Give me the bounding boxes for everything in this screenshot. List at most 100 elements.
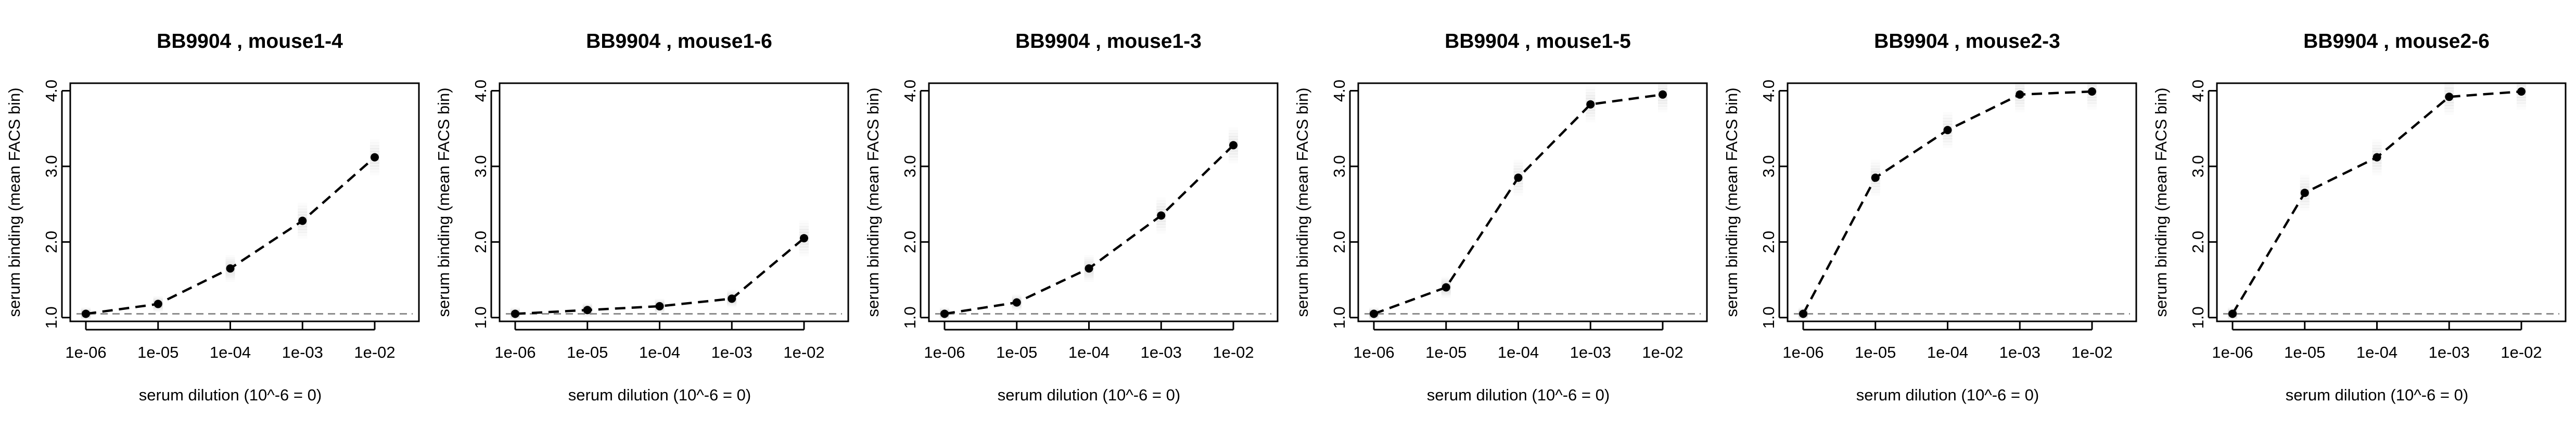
y-tick-label: 2.0 [901, 231, 919, 253]
uncertainty-clouds [1799, 82, 2097, 320]
y-tick-label: 3.0 [1759, 155, 1778, 177]
x-tick-label: 1e-05 [2284, 343, 2325, 361]
uncertainty-band [1513, 188, 1523, 193]
data-point [2016, 90, 2024, 99]
uncertainty-band [2015, 105, 2025, 110]
data-point [940, 309, 949, 318]
uncertainty-band [1156, 206, 1166, 211]
uncertainty-band [370, 159, 379, 164]
y-tick-label: 1.0 [1330, 306, 1348, 329]
uncertainty-band [799, 243, 809, 248]
uncertainty-band [1012, 305, 1022, 310]
plot-box [69, 82, 420, 322]
uncertainty-band [370, 145, 379, 149]
data-point [1871, 173, 1880, 182]
uncertainty-band [1943, 109, 1953, 113]
x-tick-label: 1e-03 [1141, 343, 1182, 361]
data-point [2517, 87, 2526, 96]
uncertainty-band [799, 229, 809, 233]
x-tick-label: 1e-05 [1855, 343, 1896, 361]
chart-panel-4: BB9904 , mouse1-5 1.0 2.0 3.0 4.0 1e-06 1e-05 1… [1293, 30, 1708, 404]
uncertainty-band [2300, 186, 2310, 191]
data-point [800, 234, 808, 243]
x-tick-label: 1e-05 [1425, 343, 1466, 361]
uncertainty-band [225, 257, 235, 262]
data-point [1229, 141, 1238, 150]
uncertainty-band [370, 162, 379, 167]
uncertainty-band [370, 142, 379, 147]
uncertainty-band [2015, 97, 2025, 101]
chart-panel-3: BB9904 , mouse1-3 1.0 2.0 3.0 4.0 1e-06 1e-05 1… [864, 30, 1279, 404]
uncertainty-band [1586, 112, 1596, 117]
data-point [655, 302, 664, 310]
x-tick-label: 1e-05 [567, 343, 608, 361]
series-line [2231, 90, 2522, 315]
uncertainty-clouds [2228, 82, 2526, 320]
x-tick-label: 1e-03 [711, 343, 753, 361]
x-tick-label: 1e-04 [1927, 343, 1968, 361]
uncertainty-band [2087, 99, 2097, 104]
chart-title: BB9904 , mouse2-6 [2303, 30, 2490, 53]
uncertainty-band [1442, 275, 1451, 279]
data-point [1659, 90, 1667, 99]
uncertainty-band [1229, 124, 1238, 128]
uncertainty-band [2517, 94, 2526, 98]
uncertainty-band [370, 136, 379, 140]
uncertainty-band [1586, 98, 1596, 102]
uncertainty-band [2300, 201, 2310, 205]
uncertainty-band [1229, 138, 1238, 143]
uncertainty-band [2517, 82, 2526, 87]
uncertainty-band [1943, 135, 1953, 140]
uncertainty-band [2372, 151, 2382, 155]
uncertainty-band [2517, 96, 2526, 101]
data-point [1157, 211, 1166, 220]
uncertainty-band [2300, 177, 2310, 182]
uncertainty-band [298, 211, 308, 216]
uncertainty-band [2372, 142, 2382, 147]
x-tick-label: 1e-06 [1353, 343, 1394, 361]
uncertainty-band [799, 226, 809, 230]
chart-panel-1: BB9904 , mouse1-4 1.0 2.0 3.0 4.0 1e-06 1e-05 1… [5, 30, 420, 404]
y-tick-label: 2.0 [471, 231, 490, 253]
x-tick-label: 1e-04 [2356, 343, 2398, 361]
data-point [511, 309, 519, 318]
uncertainty-band [1229, 153, 1238, 158]
uncertainty-band [1658, 82, 1667, 87]
uncertainty-band [225, 276, 235, 280]
uncertainty-band [655, 300, 665, 304]
uncertainty-band [1870, 168, 1880, 173]
chart-panel-5: BB9904 , mouse2-3 1.0 2.0 3.0 4.0 1e-06 1e-05 1… [1723, 30, 2137, 404]
uncertainty-band [727, 291, 737, 295]
x-tick-label: 1e-04 [1068, 343, 1110, 361]
data-point [82, 309, 90, 318]
y-tick-label: 4.0 [42, 80, 60, 102]
uncertainty-band [1943, 132, 1953, 137]
x-tick-label: 1e-04 [1498, 343, 1539, 361]
y-axis-label: serum binding (mean FACS bin) [1723, 87, 1741, 317]
uncertainty-band [298, 214, 308, 219]
data-point [2445, 93, 2454, 101]
y-tick-label: 3.0 [42, 155, 60, 177]
uncertainty-band [298, 231, 308, 236]
plot-box [499, 82, 849, 322]
uncertainty-band [1870, 183, 1880, 187]
y-tick-label: 1.0 [901, 306, 919, 329]
uncertainty-band [1586, 89, 1596, 94]
uncertainty-band [1156, 209, 1166, 214]
uncertainty-band [1441, 280, 1451, 284]
y-tick-label: 3.0 [471, 155, 490, 177]
uncertainty-band [1229, 156, 1238, 161]
x-axis-label: serum dilution (10^-6 = 0) [1856, 386, 2039, 404]
uncertainty-band [1513, 183, 1523, 187]
uncertainty-band [2372, 148, 2382, 152]
y-tick-label: 1.0 [1759, 306, 1778, 329]
uncertainty-band [2444, 90, 2454, 95]
uncertainty-band [727, 289, 736, 293]
uncertainty-band [1084, 276, 1094, 280]
uncertainty-band [1870, 165, 1880, 170]
uncertainty-band [1586, 109, 1596, 114]
uncertainty-band [1229, 150, 1238, 155]
uncertainty-band [2373, 136, 2382, 140]
uncertainty-band [655, 297, 665, 302]
uncertainty-band [1870, 188, 1880, 193]
